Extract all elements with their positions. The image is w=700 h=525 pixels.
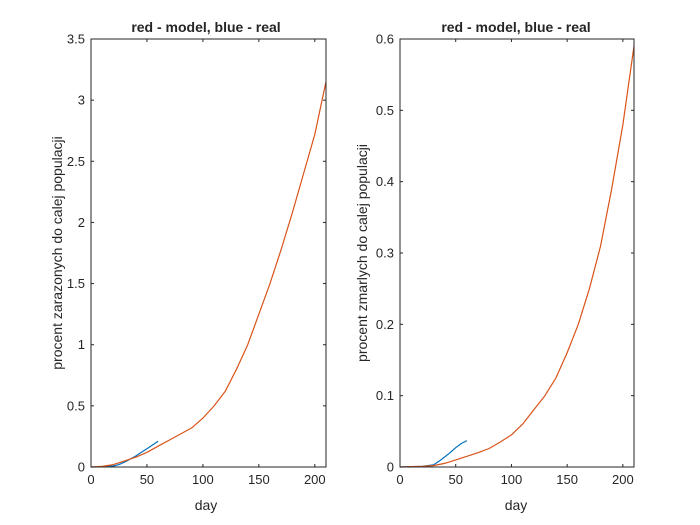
y-tick-label: 0.5 bbox=[376, 103, 394, 118]
x-axis-label: day bbox=[195, 497, 218, 513]
ticks-layer: 0 50 100 150 200 0 0.1 0.2 0.3 0.4 0.5 0.6 bbox=[376, 32, 634, 487]
chart-title: red - model, blue - real bbox=[441, 19, 590, 35]
y-tick-label: 0 bbox=[387, 460, 394, 475]
axes-box bbox=[90, 38, 327, 468]
x-tick-label: 100 bbox=[501, 472, 523, 487]
y-tick-label: 0 bbox=[78, 460, 85, 475]
y-tick-label: 0.3 bbox=[376, 246, 394, 261]
y-tick-label: 0.2 bbox=[376, 317, 394, 332]
series-layer bbox=[399, 46, 635, 468]
subplot-infected: red - model, blue - real day procent zar… bbox=[49, 19, 327, 513]
series-line-model bbox=[90, 81, 327, 468]
y-tick-label: 1.5 bbox=[67, 276, 85, 291]
y-tick-label: 1 bbox=[78, 337, 85, 352]
x-tick-label: 50 bbox=[140, 472, 154, 487]
ticks-layer: 0 50 100 150 200 0 0.5 1 1.5 2 2.5 3 3.5 bbox=[67, 32, 326, 487]
y-tick-label: 0.6 bbox=[376, 32, 394, 47]
y-tick-label: 0.5 bbox=[67, 398, 85, 413]
x-tick-label: 200 bbox=[612, 472, 634, 487]
x-tick-label: 50 bbox=[448, 472, 462, 487]
x-tick-label: 150 bbox=[248, 472, 270, 487]
series-layer bbox=[90, 81, 327, 468]
x-tick-label: 0 bbox=[396, 472, 403, 487]
x-tick-label: 200 bbox=[304, 472, 326, 487]
axes-box bbox=[399, 38, 635, 468]
x-tick-label: 100 bbox=[192, 472, 214, 487]
x-tick-label: 150 bbox=[556, 472, 578, 487]
subplot-deaths: red - model, blue - real day procent zma… bbox=[354, 19, 635, 513]
y-tick-label: 2 bbox=[78, 215, 85, 230]
y-axis-label: procent zmarlych do calej populacji bbox=[354, 144, 370, 362]
series-line-model bbox=[399, 46, 635, 468]
y-tick-label: 3.5 bbox=[67, 32, 85, 47]
y-tick-label: 0.1 bbox=[376, 388, 394, 403]
y-tick-label: 0.4 bbox=[376, 174, 394, 189]
y-tick-label: 2.5 bbox=[67, 154, 85, 169]
y-axis-label: procent zarazonych do calej populacji bbox=[49, 136, 65, 369]
x-axis-label: day bbox=[505, 497, 528, 513]
x-tick-label: 0 bbox=[87, 472, 94, 487]
chart-title: red - model, blue - real bbox=[131, 19, 280, 35]
y-tick-label: 3 bbox=[78, 93, 85, 108]
